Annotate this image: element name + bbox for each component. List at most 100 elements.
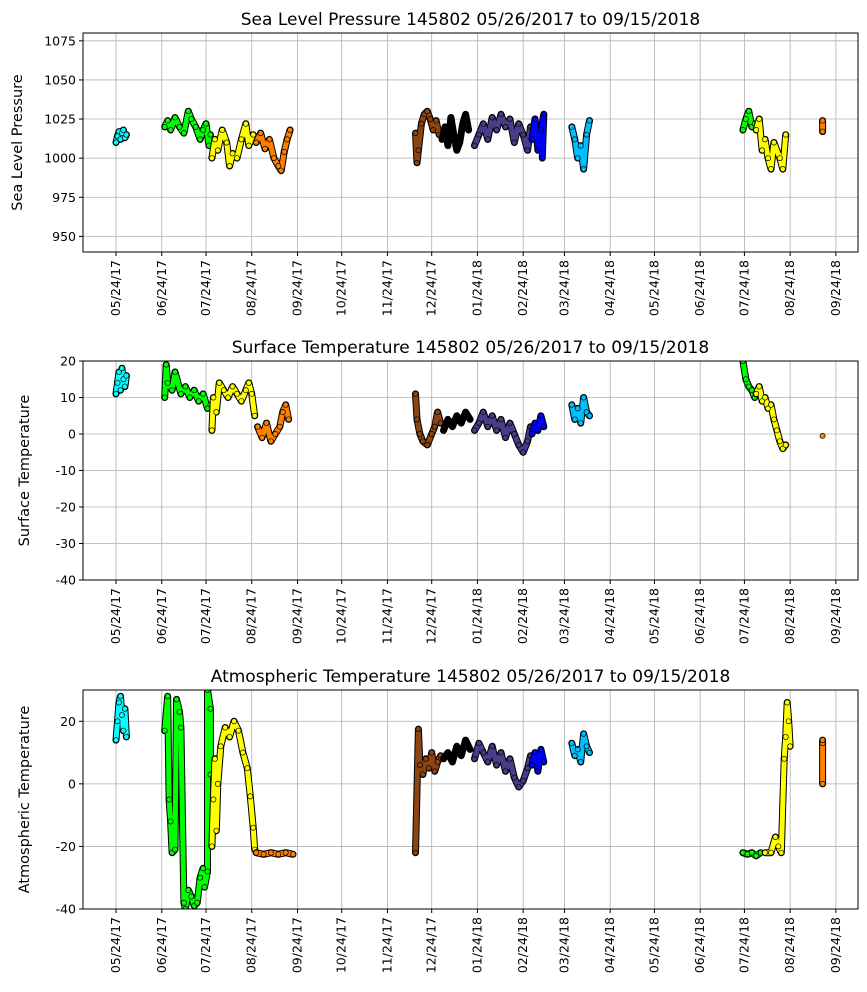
data-point — [537, 127, 544, 133]
data-point — [214, 147, 221, 154]
data-point — [515, 784, 522, 790]
data-point — [118, 365, 125, 372]
x-tick-label: 04/24/18 — [602, 260, 617, 316]
data-point — [161, 394, 168, 401]
data-point — [272, 431, 279, 437]
data-point — [465, 127, 472, 133]
x-tick-label: 09/24/17 — [289, 917, 304, 973]
y-axis-label: Sea Level Pressure — [10, 74, 26, 210]
data-point — [537, 746, 544, 753]
data-point — [121, 705, 128, 712]
data-point — [117, 693, 124, 700]
data-point — [226, 163, 233, 169]
x-tick-label: 07/24/17 — [198, 917, 213, 973]
series-12 — [819, 432, 826, 439]
data-point — [577, 420, 584, 426]
x-tick-label: 05/24/17 — [108, 260, 123, 316]
data-point — [245, 379, 252, 386]
data-point — [208, 843, 215, 850]
data-point — [459, 120, 466, 127]
data-point — [775, 843, 782, 850]
data-point — [745, 108, 752, 115]
data-point — [259, 434, 266, 441]
data-point — [176, 708, 183, 715]
data-point — [250, 824, 257, 831]
series-1 — [112, 692, 130, 744]
data-point — [113, 139, 119, 146]
data-point — [568, 123, 575, 130]
data-point — [167, 127, 174, 133]
series-7 — [471, 408, 534, 456]
data-point — [200, 127, 207, 133]
data-point — [511, 139, 518, 146]
subplot-1: 05/24/17 06/24/17 07/24/17 08/24/17 09/24/17… — [10, 10, 859, 316]
data-point — [449, 423, 456, 430]
data-point — [571, 136, 578, 143]
data-point — [200, 390, 207, 397]
series-band — [439, 111, 472, 153]
series-6 — [440, 408, 474, 434]
data-point — [278, 167, 285, 174]
x-tick-label: 03/24/18 — [556, 917, 571, 973]
data-point — [529, 762, 535, 769]
data-point — [819, 128, 826, 135]
data-point — [577, 142, 584, 149]
series-8 — [528, 745, 548, 775]
series-band — [753, 116, 789, 172]
data-point — [776, 438, 783, 445]
data-point — [164, 117, 171, 124]
data-point — [251, 412, 258, 419]
x-tick-label: 10/24/17 — [334, 917, 349, 973]
data-point — [208, 427, 215, 434]
data-point — [285, 416, 292, 423]
data-point — [287, 127, 294, 133]
data-point — [182, 383, 189, 390]
data-point — [279, 409, 286, 416]
x-tick-label: 08/24/17 — [244, 917, 259, 973]
data-point — [819, 737, 826, 744]
data-point — [433, 117, 440, 124]
data-point — [214, 780, 221, 787]
data-point — [204, 868, 211, 875]
data-point — [787, 743, 794, 750]
data-point — [428, 431, 435, 437]
data-point — [260, 851, 267, 858]
data-point — [412, 390, 419, 397]
data-point — [520, 777, 527, 784]
data-point — [253, 139, 260, 146]
x-tick-label: 09/24/18 — [828, 588, 843, 644]
data-point — [253, 849, 260, 856]
y-tick-label: 20 — [60, 354, 76, 369]
series-6 — [440, 736, 474, 766]
data-point — [415, 147, 422, 154]
data-point — [113, 390, 119, 397]
y-tick-label: 1075 — [44, 33, 76, 48]
series-2 — [161, 361, 214, 412]
data-point — [511, 774, 518, 781]
data-point — [430, 127, 437, 133]
data-point — [453, 412, 460, 419]
data-point — [785, 718, 792, 725]
data-point — [586, 117, 593, 124]
data-point — [169, 387, 176, 394]
data-point — [753, 390, 760, 397]
data-point — [180, 130, 187, 137]
data-point — [580, 730, 587, 737]
series-band — [529, 111, 547, 161]
data-point — [188, 116, 195, 122]
data-point — [185, 887, 192, 894]
data-point — [506, 420, 513, 426]
data-point — [235, 727, 242, 734]
data-point — [475, 740, 482, 747]
data-point — [753, 127, 760, 133]
data-point — [781, 755, 788, 762]
data-point — [247, 793, 254, 800]
y-tick-label: 20 — [60, 714, 76, 729]
x-tick-label: 05/24/17 — [108, 588, 123, 644]
data-point — [467, 416, 474, 423]
data-point — [220, 387, 227, 394]
data-point — [182, 906, 189, 909]
x-tick-label: 11/24/17 — [379, 260, 394, 316]
data-point — [534, 768, 541, 775]
data-point — [753, 852, 760, 859]
